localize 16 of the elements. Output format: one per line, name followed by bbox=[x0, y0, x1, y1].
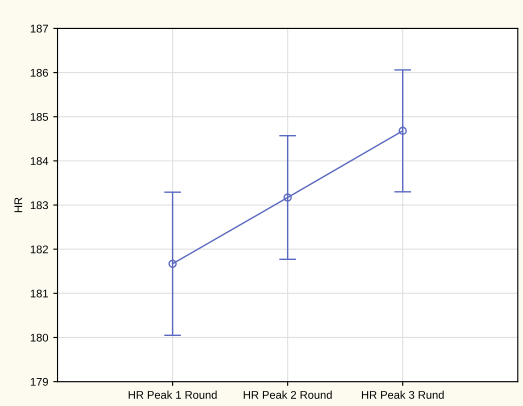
point bbox=[283, 193, 292, 202]
x-tick-label: HR Peak 1 Round bbox=[128, 390, 217, 399]
y-tick-label: 182 bbox=[30, 245, 48, 254]
point bbox=[398, 126, 407, 136]
y-tick-label: 181 bbox=[30, 290, 48, 298]
y-tick-label: 179 bbox=[30, 378, 48, 386]
y-tick-label: 183 bbox=[30, 201, 48, 210]
y-tick-label: 187 bbox=[30, 24, 48, 33]
x-tick-label: HR Peak 2 Round bbox=[244, 390, 332, 399]
y-tick-label: 185 bbox=[30, 112, 48, 121]
point bbox=[168, 260, 177, 268]
x-tick-label: HR Peak 3 Rund bbox=[362, 390, 444, 399]
y-axis-title: HR bbox=[14, 198, 22, 212]
y-tick-label: 180 bbox=[30, 334, 48, 342]
y-tick-label: 184 bbox=[30, 157, 48, 166]
y-tick-label: 186 bbox=[30, 68, 48, 77]
